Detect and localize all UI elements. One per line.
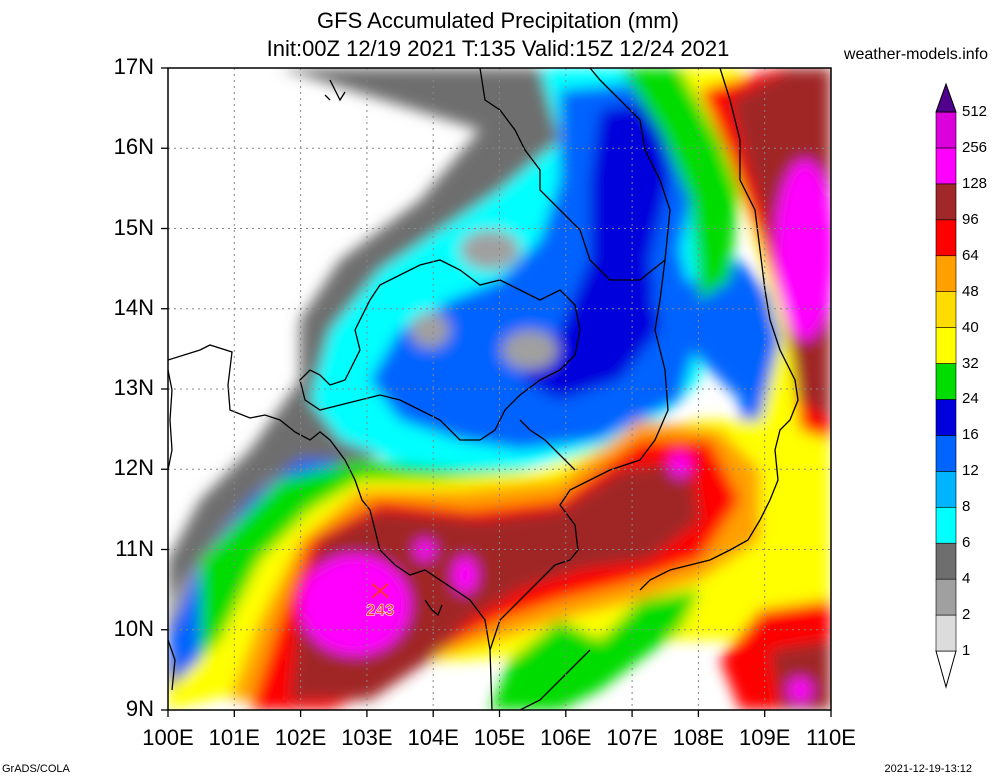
colorbar-swatch [935,291,957,328]
colorbar-level-label: 32 [962,354,979,372]
latitude-label: 16N [113,134,154,160]
latitude-label: 10N [113,615,154,641]
precipitation-field [168,68,831,710]
map-subtitle: Init:00Z 12/19 2021 T:135 Valid:15Z 12/2… [266,36,730,61]
colorbar-level-label: 64 [962,246,979,264]
longitude-label: 101E [208,725,260,750]
generated-timestamp: 2021-12-19-13:12 [884,763,972,775]
longitude-label: 100E [142,725,194,750]
colorbar-swatch [935,614,957,652]
colorbar [935,82,957,689]
colorbar-level-label: 12 [962,462,979,480]
latitude-label: 17N [113,54,154,79]
colorbar-level-label: 48 [962,282,979,300]
max-marker: 243 [366,582,395,620]
latitude-label: 12N [113,455,154,481]
colorbar-upper-arrow [935,82,957,113]
colorbar-level-label: 2 [962,606,971,624]
source-label: weather-models.info [843,46,988,63]
colorbar-level-label: 512 [962,103,988,120]
longitude-label: 102E [274,725,327,750]
longitude-label: 110E [806,725,856,750]
colorbar-level-label: 24 [962,390,979,408]
colorbar-swatch [935,578,957,616]
max-marker-value: 243 [366,601,394,620]
longitude-label: 107E [606,725,658,750]
colorbar-level-label: 40 [962,318,979,336]
colorbar-swatch [935,435,957,472]
longitude-label: 103E [341,725,393,750]
coastlines [168,68,799,710]
latitude-label: 11N [115,535,154,561]
longitude-label: 105E [473,725,526,750]
longitude-label: 104E [407,725,459,750]
colorbar-level-label: 256 [962,138,988,156]
colorbar-swatch [935,327,957,364]
graticule [168,68,831,710]
map-title: GFS Accumulated Precipitation (mm) [317,8,679,33]
longitude-label: 106E [540,725,592,750]
colorbar-swatch [935,471,957,508]
colorbar-swatch [935,147,957,185]
longitude-label: 108E [672,725,725,750]
latitude-label: 13N [113,375,154,400]
longitude-label: 109E [738,725,791,750]
latitude-label: 14N [113,294,154,320]
latitude-label: 15N [113,214,154,240]
colorbar-level-label: 8 [962,498,971,516]
max-marker-cross-b [371,582,389,599]
colorbar-level-label: 4 [962,570,971,588]
colorbar-level-label: 6 [962,534,971,552]
colorbar-swatch [935,255,957,292]
colorbar-lower-arrow [935,650,957,689]
colorbar-level-label: 1 [962,642,971,659]
latitude-label: 9N [125,696,154,721]
colorbar-swatch [935,399,957,436]
software-credit: GrADS/COLA [2,763,70,775]
colorbar-swatch [935,183,957,221]
colorbar-level-label: 96 [962,210,979,228]
colorbar-swatch [935,363,957,400]
colorbar-swatch [935,111,957,149]
colorbar-swatch [935,506,957,544]
colorbar-swatch [935,219,957,257]
colorbar-swatch [935,542,957,580]
colorbar-level-label: 16 [962,426,979,444]
axis-ticks [161,67,832,717]
colorbar-level-label: 128 [962,174,988,192]
